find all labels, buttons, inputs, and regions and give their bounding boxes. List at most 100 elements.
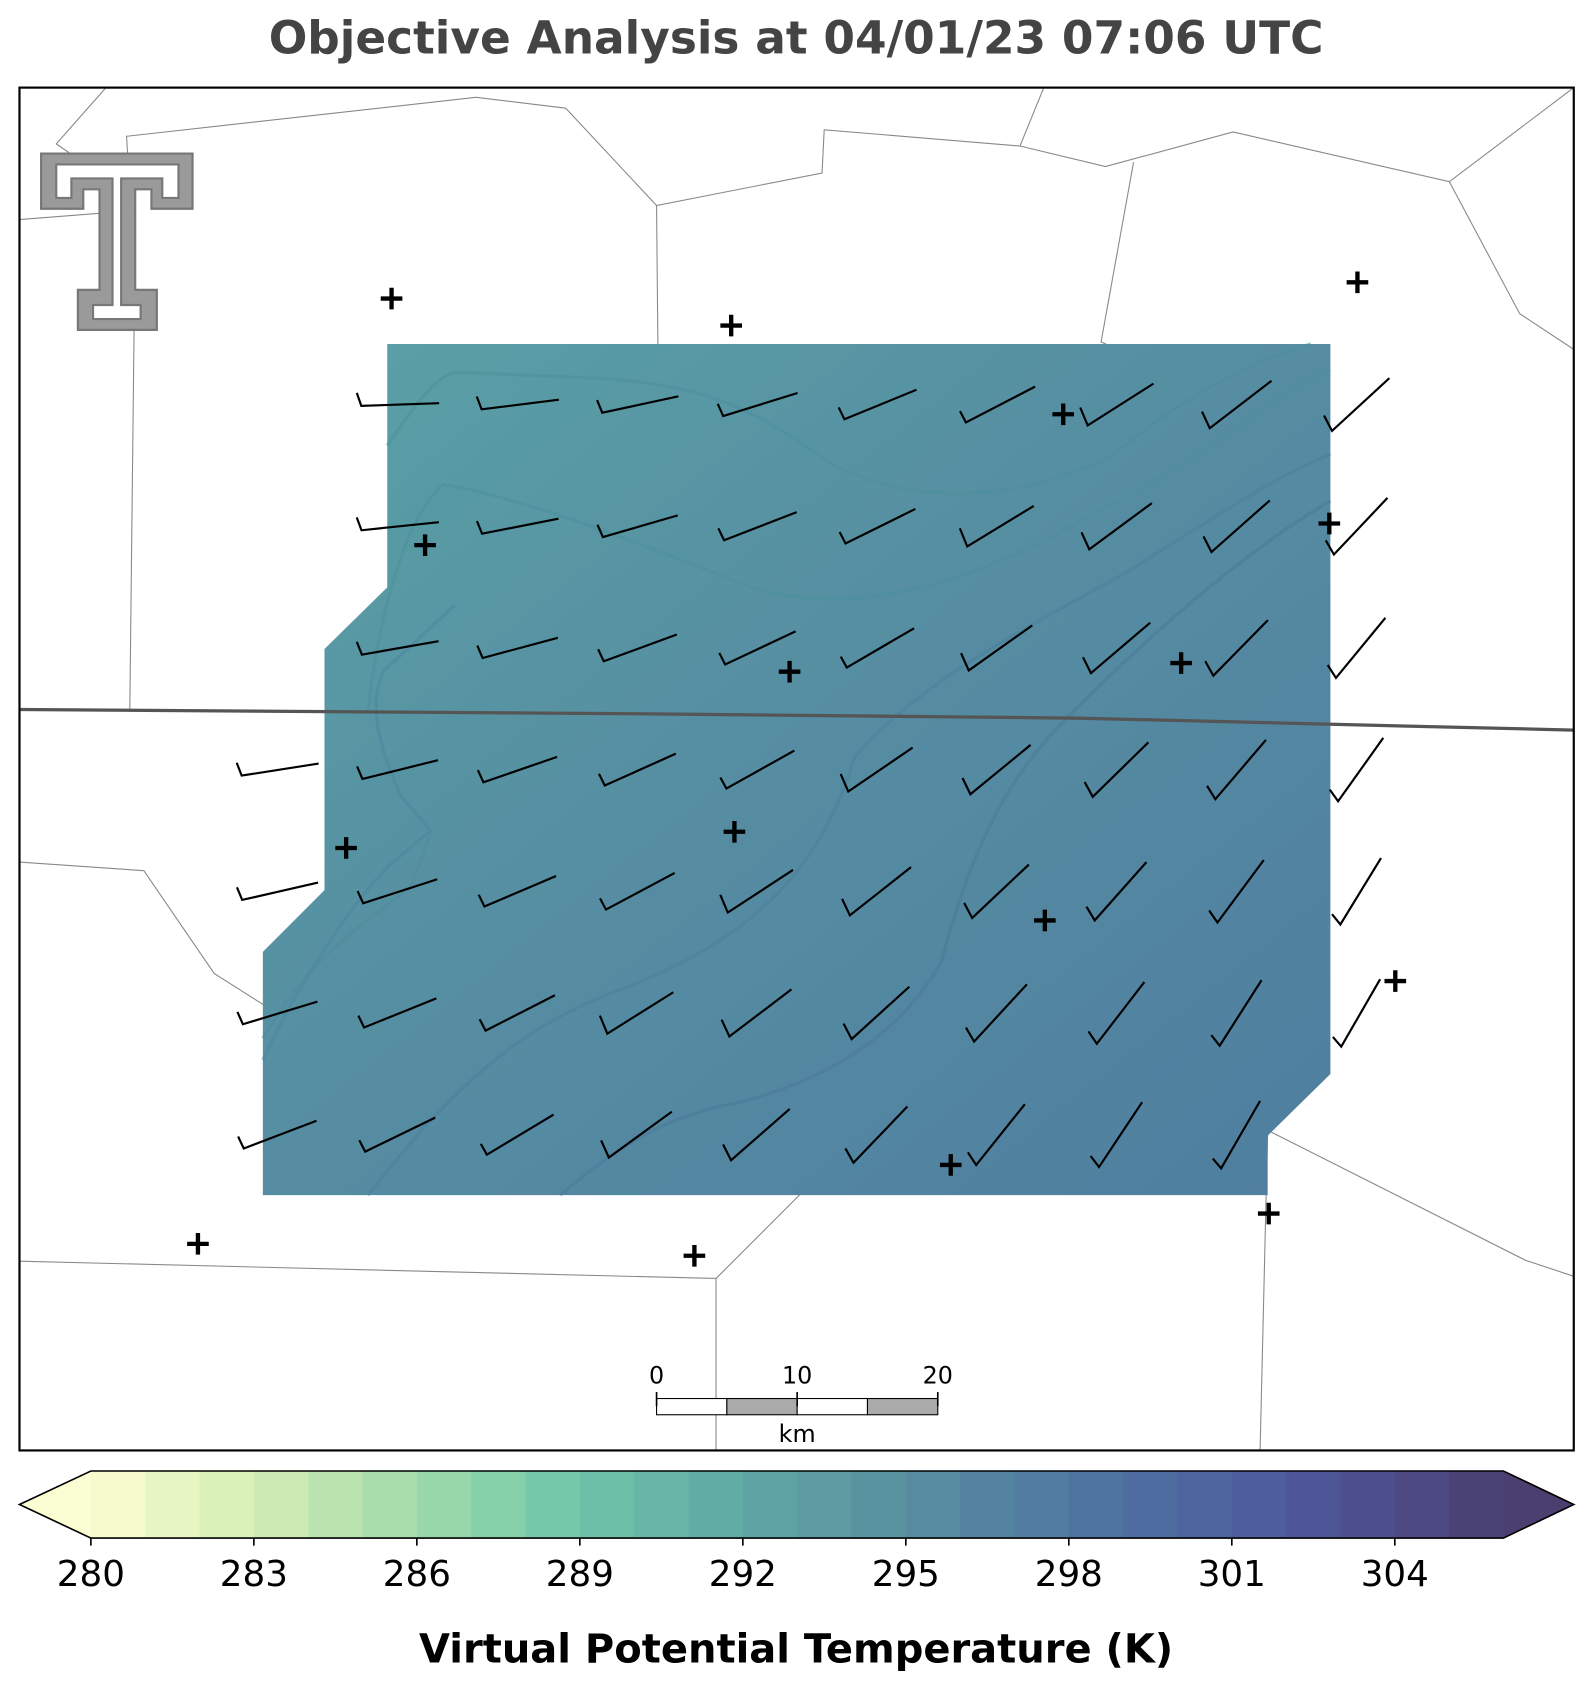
wind-barb: [356, 878, 438, 905]
wind-barb: [959, 385, 1036, 424]
colorbar-band: [308, 1470, 364, 1539]
wind-barb: [357, 997, 437, 1029]
wind-barb: [235, 762, 319, 777]
colorbar-band: [1014, 1470, 1070, 1539]
colorbar-band: [1231, 1470, 1287, 1539]
colorbar-band: [1123, 1470, 1179, 1539]
colorbar-band: [797, 1470, 853, 1539]
wind-barb: [235, 881, 319, 902]
station-marker: [1384, 970, 1407, 992]
wind-barb: [1079, 382, 1155, 428]
station-marker: [1034, 909, 1056, 932]
colorbar-tick-label: 280: [57, 1554, 125, 1595]
wind-barb: [476, 755, 558, 784]
wind-barb: [479, 1113, 555, 1157]
scale-segment: [796, 1397, 869, 1416]
wind-barb: [1326, 617, 1387, 680]
colorbar-band: [416, 1470, 472, 1539]
wind-barb: [963, 863, 1030, 920]
wind-barb: [476, 636, 559, 660]
wind-barb: [837, 388, 917, 421]
wind-barb: [598, 752, 677, 787]
wind-barb: [1204, 619, 1269, 678]
map-area: [19, 87, 1574, 1451]
scale-unit: km: [779, 1420, 816, 1448]
colorbar-band: [525, 1470, 581, 1539]
wind-barb: [477, 875, 557, 908]
colorbar-band: [634, 1470, 690, 1539]
wind-barb: [600, 1110, 673, 1160]
colorbar-tick-label: 301: [1198, 1554, 1266, 1595]
scale-segment: [656, 1397, 728, 1416]
colorbar-band: [362, 1470, 418, 1539]
wind-barb: [356, 759, 439, 781]
wind-barb: [960, 624, 1033, 673]
wind-barb: [1211, 1100, 1262, 1171]
wind-barb: [1324, 497, 1389, 557]
wind-barb: [842, 985, 911, 1041]
colorbar-tick-label: 295: [872, 1554, 940, 1595]
wind-barb: [1087, 981, 1146, 1046]
colorbar-band: [471, 1470, 527, 1539]
wind-barb: [475, 396, 560, 411]
colorbar-band: [1286, 1470, 1342, 1539]
wind-barb: [355, 640, 439, 656]
colorbar-band: [1449, 1470, 1504, 1539]
wind-barb: [844, 1105, 909, 1165]
wind-barb: [1331, 857, 1382, 927]
wind-barb: [1210, 979, 1263, 1048]
state-border: [19, 707, 1574, 732]
wind-barb: [839, 627, 915, 670]
colorbar-band: [90, 1470, 146, 1539]
wind-barb: [1083, 741, 1150, 799]
colorbar-band: [851, 1470, 907, 1539]
colorbar-tick-label: 286: [383, 1554, 451, 1595]
colorbar-band: [253, 1470, 309, 1539]
station-marker: [414, 534, 436, 556]
wind-barb: [964, 983, 1028, 1044]
wind-barb: [1328, 737, 1385, 804]
colorbar-band: [579, 1470, 635, 1539]
wind-barb: [598, 991, 674, 1036]
scale-bar: km 0 10 20: [649, 1361, 953, 1447]
wind-barb: [1080, 502, 1153, 551]
station-marker: [1257, 1202, 1280, 1225]
scale-label: 0: [649, 1361, 664, 1389]
colorbar-extend-high: [1503, 1470, 1574, 1539]
colorbar-tick-label: 304: [1361, 1554, 1429, 1595]
colorbar-band: [1177, 1470, 1233, 1539]
wind-barb: [716, 391, 798, 418]
wind-barb: [1082, 621, 1151, 675]
colorbar-band: [688, 1470, 744, 1539]
wind-barb: [236, 1000, 318, 1026]
wind-barb: [475, 517, 559, 535]
wind-barb: [1332, 978, 1382, 1049]
colorbar-band: [1068, 1470, 1124, 1539]
wind-barb: [719, 869, 794, 915]
station-marker: [1170, 652, 1192, 674]
logo: [40, 152, 194, 331]
wind-barb: [961, 744, 1032, 796]
station-marker: [720, 314, 743, 337]
wind-barb: [720, 988, 793, 1039]
colorbar-tick-label: 292: [709, 1554, 777, 1595]
colorbar-tick-label: 289: [546, 1554, 614, 1595]
scale-segment: [866, 1397, 939, 1416]
scale-label: 20: [923, 1361, 953, 1389]
wind-barb: [237, 1119, 317, 1150]
wind-barb: [841, 866, 912, 918]
station-marker: [335, 837, 357, 859]
wind-barb: [719, 749, 795, 791]
wind-barb: [839, 746, 914, 794]
colorbar-tick-label: 283: [220, 1554, 288, 1595]
wind-barb: [958, 505, 1035, 549]
wind-barb: [1085, 861, 1148, 923]
wind-barb: [599, 871, 676, 912]
colorbar-band: [742, 1470, 798, 1539]
wind-barb: [966, 1103, 1026, 1167]
station-marker: [939, 1154, 962, 1176]
colorbar-label: Virtual Potential Temperature (K): [419, 1627, 1173, 1673]
map-frame: [18, 86, 1575, 1452]
